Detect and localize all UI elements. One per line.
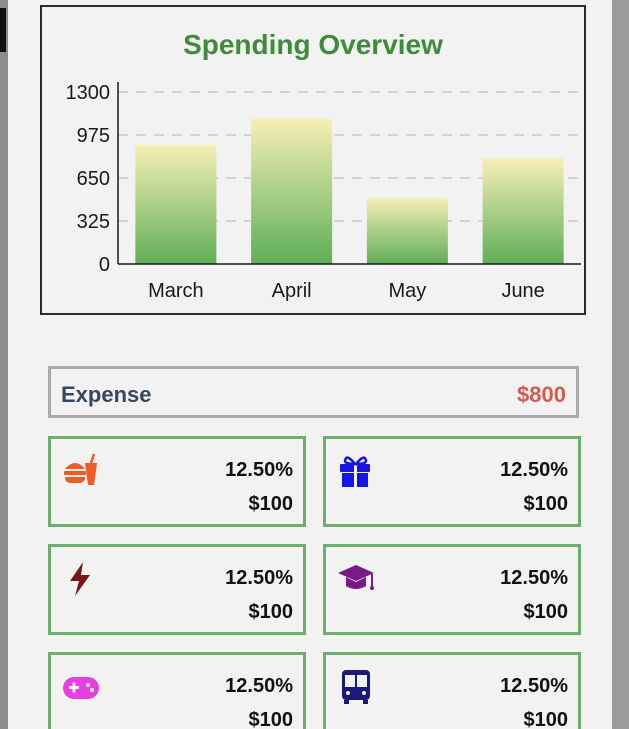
spending-panel: Spending Overview 0 325 650 975 1300 March Apr… (8, 0, 612, 729)
bar-june[interactable] (482, 158, 564, 264)
bar-april[interactable] (251, 118, 333, 264)
y-tick-label: 325 (77, 211, 110, 233)
category-percent: 12.50% (500, 567, 568, 589)
x-tick-label: June (501, 280, 544, 302)
gamepad-icon (63, 677, 99, 699)
graduation-cap-icon (338, 565, 374, 590)
bar-may[interactable] (366, 197, 448, 264)
category-percent: 12.50% (500, 459, 568, 481)
category-card-food[interactable]: 12.50% $100 (48, 436, 306, 527)
category-amount: $100 (248, 601, 294, 623)
category-amount: $100 (523, 601, 569, 623)
category-percent: 12.50% (225, 459, 293, 481)
bus-icon (342, 670, 370, 704)
background-right (612, 0, 629, 729)
x-tick-label: March (148, 280, 204, 302)
category-card-education[interactable]: 12.50% $100 (323, 544, 581, 635)
bar-march[interactable] (135, 144, 217, 264)
chart-title: Spending Overview (183, 29, 443, 60)
category-card-entertainment[interactable]: 12.50% $100 (48, 652, 306, 729)
background-left (0, 0, 8, 729)
burger-soda-icon (64, 453, 97, 485)
background-glyph (0, 8, 6, 52)
category-amount: $100 (248, 709, 294, 729)
gift-icon (340, 456, 370, 487)
x-tick-label: May (388, 280, 426, 302)
category-amount: $100 (523, 493, 569, 515)
expense-summary[interactable]: Expense $800 (48, 366, 579, 418)
y-tick-label: 650 (77, 168, 110, 190)
spending-chart-card: Spending Overview 0 325 650 975 1300 March Apr… (40, 5, 586, 315)
x-tick-label: April (272, 280, 312, 302)
y-tick-label: 0 (99, 254, 110, 276)
category-percent: 12.50% (500, 675, 568, 697)
category-card-utilities[interactable]: 12.50% $100 (48, 544, 306, 635)
bolt-icon (70, 562, 90, 596)
spending-bar-chart: 0 325 650 975 1300 March April May June (66, 82, 581, 302)
expense-amount: $800 (517, 382, 566, 407)
y-tick-label: 1300 (66, 82, 111, 104)
category-percent: 12.50% (225, 675, 293, 697)
category-amount: $100 (523, 709, 569, 729)
category-card-gifts[interactable]: 12.50% $100 (323, 436, 581, 527)
category-percent: 12.50% (225, 567, 293, 589)
category-amount: $100 (248, 493, 294, 515)
expense-label: Expense (61, 382, 152, 407)
category-card-transport[interactable]: 12.50% $100 (323, 652, 581, 729)
y-tick-label: 975 (77, 125, 110, 147)
